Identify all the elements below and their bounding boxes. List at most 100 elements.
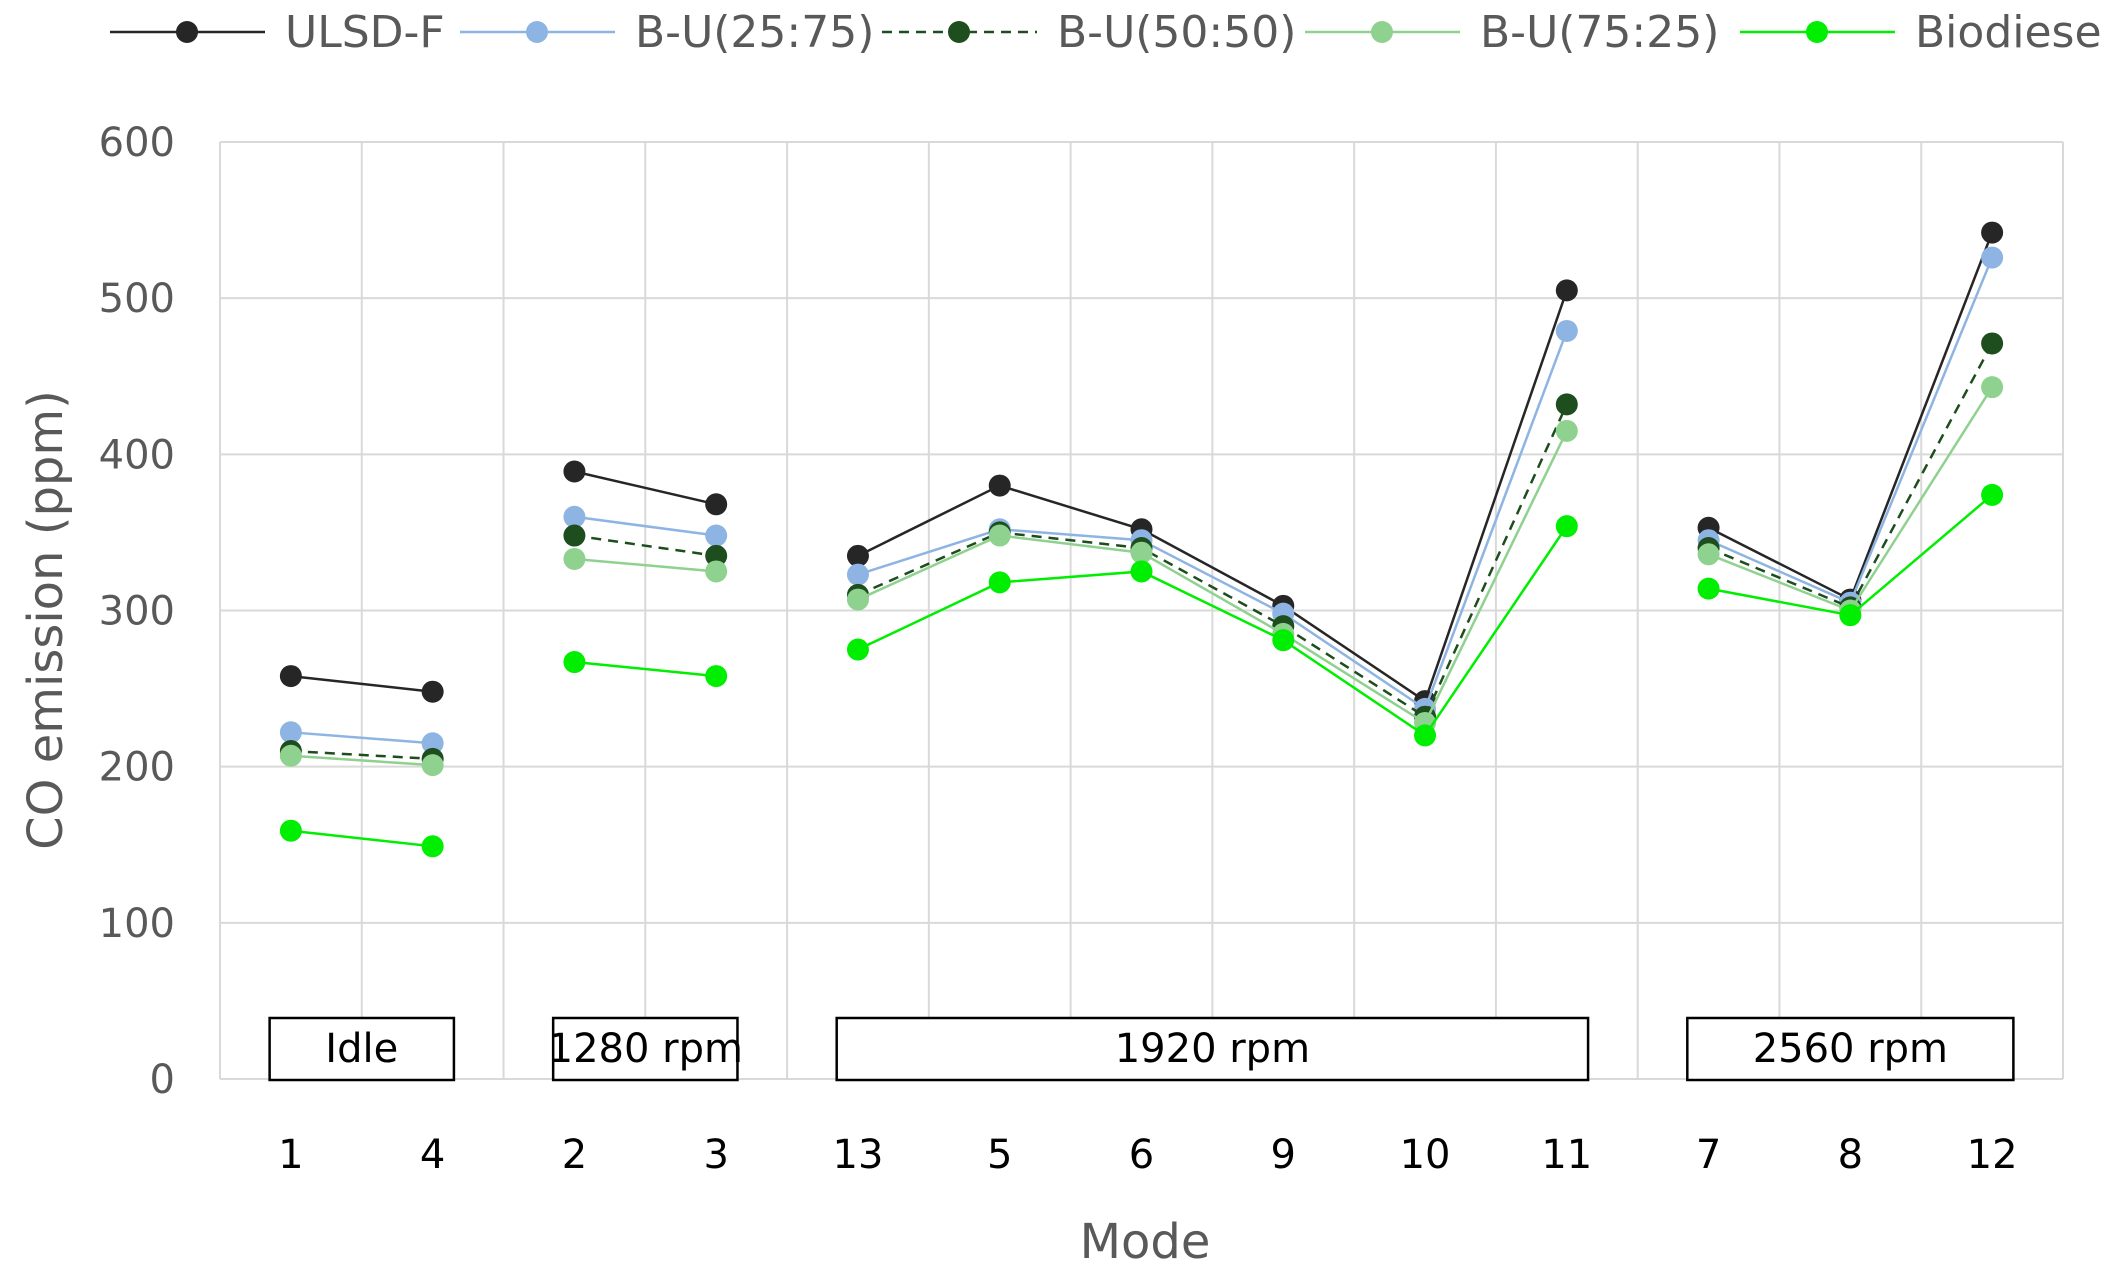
data-point bbox=[705, 665, 728, 688]
y-tick-label: 100 bbox=[99, 901, 175, 947]
data-point bbox=[988, 571, 1011, 594]
x-tick-label: 13 bbox=[833, 1132, 884, 1178]
data-point bbox=[846, 638, 869, 661]
series-line-segment bbox=[857, 330, 1568, 711]
x-tick-label: 2 bbox=[562, 1132, 587, 1178]
y-tick-label: 400 bbox=[99, 432, 175, 478]
data-point bbox=[1697, 543, 1720, 566]
series-line-segment bbox=[574, 515, 717, 537]
data-point bbox=[1697, 577, 1720, 600]
data-point bbox=[1555, 515, 1578, 538]
data-point bbox=[1981, 483, 2004, 506]
series-line-segment bbox=[290, 754, 433, 767]
data-point bbox=[988, 524, 1011, 547]
x-tick-label: 6 bbox=[1129, 1132, 1154, 1178]
group-box bbox=[1686, 1016, 2015, 1082]
data-point bbox=[421, 732, 444, 755]
group-label-box: Idle bbox=[268, 1016, 456, 1082]
data-point bbox=[563, 460, 586, 483]
legend-marker bbox=[1806, 21, 1828, 43]
series-line-segment bbox=[857, 403, 1568, 719]
data-point bbox=[1130, 560, 1153, 583]
data-point bbox=[1981, 221, 2004, 244]
data-point bbox=[1555, 393, 1578, 416]
x-tick-label: 5 bbox=[987, 1132, 1012, 1178]
legend-entry: B-U(25:75) bbox=[460, 7, 874, 58]
group-label: 1920 rpm bbox=[1115, 1026, 1310, 1072]
group-label: 2560 rpm bbox=[1753, 1026, 1948, 1072]
x-tick-label: 3 bbox=[703, 1132, 728, 1178]
data-point bbox=[563, 547, 586, 570]
legend-marker bbox=[948, 21, 970, 43]
y-tick-label: 500 bbox=[99, 276, 175, 322]
group-label-box: 1920 rpm bbox=[835, 1016, 1590, 1082]
x-tick-label: 7 bbox=[1696, 1132, 1721, 1178]
legend-entry: B-U(75:25) bbox=[1305, 7, 1719, 58]
data-point bbox=[563, 524, 586, 547]
data-point bbox=[846, 563, 869, 586]
group-label-box: 2560 rpm bbox=[1686, 1016, 2015, 1082]
x-tick-label: 9 bbox=[1271, 1132, 1296, 1178]
x-tick-label: 4 bbox=[420, 1132, 445, 1178]
data-point bbox=[421, 835, 444, 858]
data-point bbox=[279, 744, 302, 767]
series-ULSD-F bbox=[279, 221, 2004, 713]
speed-group-labels: Idle 1280 rpm 1920 rpm 2560 rpm bbox=[268, 1016, 2015, 1082]
data-point bbox=[1555, 419, 1578, 442]
y-tick-label: 600 bbox=[99, 120, 175, 166]
series-line-segment bbox=[290, 749, 433, 761]
data-point bbox=[279, 665, 302, 688]
data-point bbox=[705, 524, 728, 547]
series-B-U(25:75) bbox=[279, 246, 2004, 755]
series-line-segment bbox=[857, 289, 1568, 704]
series-line-segment bbox=[290, 829, 433, 848]
x-tick-label: 10 bbox=[1400, 1132, 1451, 1178]
data-point bbox=[279, 819, 302, 842]
series-lines bbox=[279, 221, 2004, 858]
data-point bbox=[563, 505, 586, 528]
legend-marker bbox=[526, 21, 548, 43]
data-point bbox=[1555, 319, 1578, 342]
x-tick-label: 11 bbox=[1541, 1132, 1592, 1178]
legend-marker bbox=[176, 21, 198, 43]
data-point bbox=[1981, 246, 2004, 269]
data-point bbox=[846, 544, 869, 567]
legend-label: B-U(50:50) bbox=[1057, 7, 1296, 58]
x-axis-ticks: 1 4 2 3 13 5 6 9 10 11 7 8 12 bbox=[278, 1132, 2017, 1178]
series-line-segment bbox=[1708, 342, 1994, 609]
data-point bbox=[1130, 541, 1153, 564]
series-line-segment bbox=[1708, 257, 1994, 605]
legend-entry: B-U(50:50) bbox=[882, 7, 1296, 58]
group-box bbox=[835, 1016, 1590, 1082]
x-tick-label: 1 bbox=[278, 1132, 303, 1178]
group-label: Idle bbox=[325, 1026, 398, 1072]
group-box bbox=[551, 1016, 739, 1082]
legend-label: B-U(75:25) bbox=[1480, 7, 1719, 58]
y-tick-label: 300 bbox=[99, 589, 175, 635]
group-label-box: 1280 rpm bbox=[548, 1016, 743, 1082]
legend-label: B-U(25:75) bbox=[635, 7, 874, 58]
data-point bbox=[563, 651, 586, 674]
legend-marker bbox=[1371, 21, 1393, 43]
y-axis-title: CO emission (ppm) bbox=[18, 390, 74, 850]
gridlines bbox=[219, 141, 2064, 1080]
data-point bbox=[279, 721, 302, 744]
y-tick-label: 0 bbox=[150, 1057, 175, 1103]
x-tick-label: 12 bbox=[1967, 1132, 2018, 1178]
data-point bbox=[705, 493, 728, 516]
legend-label: Biodiesel bbox=[1915, 7, 2102, 58]
legend-label: ULSD-F bbox=[285, 7, 445, 58]
legend: ULSD-F B-U(25:75) B-U(50:50) B-U(75:25) Biod… bbox=[110, 7, 2102, 58]
series-line-segment bbox=[574, 660, 717, 678]
x-tick-label: 8 bbox=[1838, 1132, 1863, 1178]
data-point bbox=[705, 560, 728, 583]
data-point bbox=[1839, 604, 1862, 627]
data-point bbox=[705, 544, 728, 567]
series-line-segment bbox=[574, 534, 717, 558]
data-point bbox=[988, 474, 1011, 497]
series-line-segment bbox=[857, 525, 1568, 738]
data-point bbox=[1981, 376, 2004, 399]
legend-entry: ULSD-F bbox=[110, 7, 445, 58]
series-line-segment bbox=[290, 731, 433, 745]
